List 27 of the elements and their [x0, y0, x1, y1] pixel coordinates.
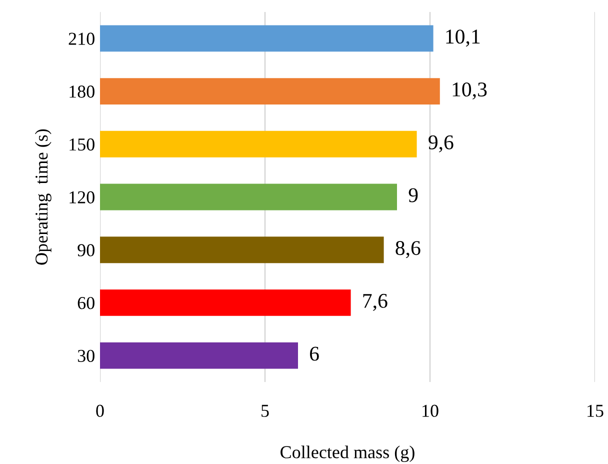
y-tick-label: 210 — [68, 32, 94, 45]
data-label: 7,6 — [363, 294, 388, 311]
bar — [100, 290, 351, 316]
y-tick-label: 120 — [70, 191, 94, 204]
x-tick-label: 10 — [422, 404, 438, 417]
x-tick-label: 0 — [96, 404, 104, 417]
x-tick-label: 15 — [588, 404, 604, 417]
data-label: 9 — [408, 188, 418, 202]
bar — [100, 236, 384, 264]
bar — [100, 184, 397, 210]
y-axis-title: Operating time (s) — [34, 129, 52, 265]
y-tick-label: 180 — [70, 86, 94, 98]
bar — [100, 78, 440, 104]
y-tick-label: 30 — [78, 350, 94, 362]
bar — [100, 130, 417, 158]
bar — [100, 25, 434, 52]
y-tick-label: 90 — [78, 244, 94, 256]
y-tick-label: 60 — [78, 296, 94, 310]
x-tick-label: 5 — [262, 404, 269, 417]
data-label: 8,6 — [396, 241, 420, 258]
data-label: 9,6 — [428, 135, 454, 152]
data-label: 10,3 — [452, 82, 487, 100]
bar — [100, 342, 298, 369]
data-label: 6 — [310, 346, 319, 361]
data-label: 10,1 — [446, 30, 480, 47]
x-axis-title: Collected mass (g) — [280, 446, 414, 462]
y-tick-label: 150 — [70, 138, 94, 151]
